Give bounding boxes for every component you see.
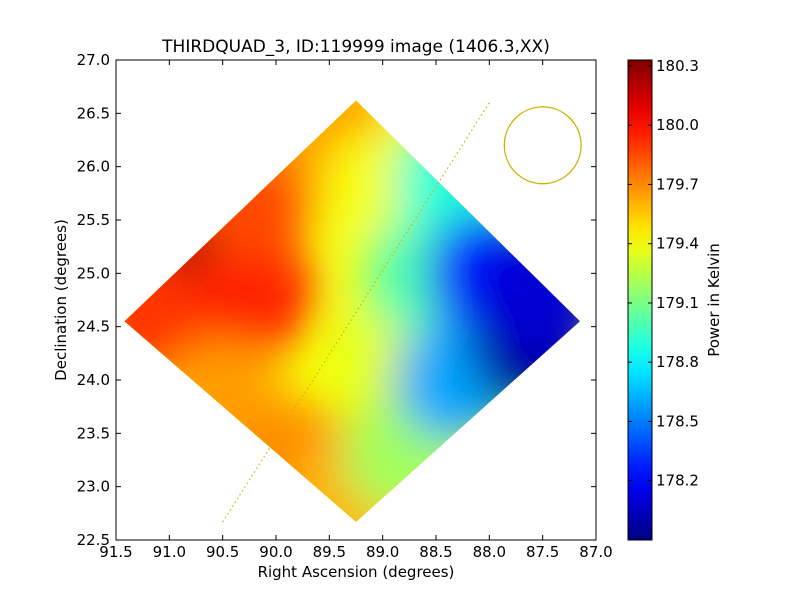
colorbar-tick-label: 179.7 bbox=[656, 175, 699, 193]
y-axis-label: Declination (degrees) bbox=[52, 219, 70, 381]
colorbar-ticks: 180.3 180.0 179.7 179.4 179.1 178.8 178.5 178.2 bbox=[628, 57, 699, 490]
y-tick-label: 23.5 bbox=[77, 424, 110, 442]
y-tick-label: 23.0 bbox=[77, 478, 110, 496]
colorbar-tick-label: 180.0 bbox=[656, 116, 699, 134]
x-tick-label: 88.5 bbox=[419, 543, 452, 561]
y-tick-label: 26.5 bbox=[77, 104, 110, 122]
y-tick-label: 24.0 bbox=[77, 371, 110, 389]
beam-circle bbox=[503, 106, 582, 185]
colorbar-tick-label: 179.1 bbox=[656, 294, 699, 312]
x-tick-label: 91.5 bbox=[99, 543, 132, 561]
x-tick-label: 89.0 bbox=[366, 543, 399, 561]
y-tick-label: 26.0 bbox=[77, 158, 110, 176]
dotted-line bbox=[222, 102, 490, 523]
heatmap-sample-2 bbox=[192, 232, 317, 357]
x-tick-label: 89.5 bbox=[313, 543, 346, 561]
heatmap-sample-1 bbox=[124, 254, 210, 378]
y-tick-label: 24.5 bbox=[77, 318, 110, 336]
x-tick-label: 87.0 bbox=[579, 543, 612, 561]
chart-title: THIRDQUAD_3, ID:119999 image (1406.3,XX) bbox=[161, 37, 550, 57]
x-tick-label: 90.5 bbox=[206, 543, 239, 561]
x-tick-label: 88.0 bbox=[473, 543, 506, 561]
x-tick-label: 87.5 bbox=[526, 543, 559, 561]
x-axis-ticks: 91.5 91.0 90.5 90.0 89.5 89.0 88.5 88.0 87.5 87.0 bbox=[99, 60, 613, 561]
x-axis-label: Right Ascension (degrees) bbox=[258, 563, 455, 581]
y-tick-label: 27.0 bbox=[77, 51, 110, 69]
colorbar-label: Power in Kelvin bbox=[705, 243, 723, 357]
colorbar-tick-label: 178.2 bbox=[656, 472, 699, 490]
colorbar-tick-label: 179.4 bbox=[656, 235, 699, 253]
y-axis-ticks: 22.5 23.0 23.5 24.0 24.5 25.0 25.5 26.0 26.5 27.0 bbox=[77, 51, 596, 549]
x-tick-label: 90.0 bbox=[259, 543, 292, 561]
colorbar-tick-label: 180.3 bbox=[656, 57, 699, 75]
overlays bbox=[222, 102, 582, 523]
colorbar-tick-label: 178.5 bbox=[656, 412, 699, 430]
y-tick-label: 22.5 bbox=[77, 531, 110, 549]
plot-frame bbox=[115, 59, 597, 541]
colorbar bbox=[627, 59, 653, 541]
y-tick-label: 25.5 bbox=[77, 211, 110, 229]
y-tick-label: 25.0 bbox=[77, 264, 110, 282]
colorbar-tick-label: 178.8 bbox=[656, 353, 699, 371]
x-tick-label: 91.0 bbox=[153, 543, 186, 561]
